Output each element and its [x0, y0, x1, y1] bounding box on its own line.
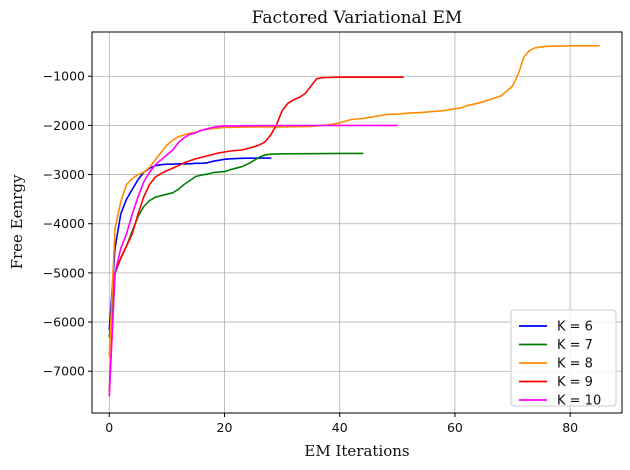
y-tick-label: −4000: [43, 216, 85, 231]
y-tick-label: −3000: [43, 167, 85, 182]
x-tick-label: 40: [332, 420, 348, 435]
legend-label: K = 7: [557, 338, 593, 353]
y-tick-label: −5000: [43, 265, 85, 280]
y-tick-label: −1000: [43, 69, 85, 84]
series-line-k10: [108, 124, 399, 397]
legend-label: K = 8: [557, 357, 593, 372]
series-line-k6: [108, 157, 272, 331]
x-tick-label: 20: [217, 420, 233, 435]
x-axis-label: EM Iterations: [304, 442, 409, 460]
y-axis-ticks: −7000 −6000 −5000 −4000 −3000 −2000 −1000: [43, 69, 92, 379]
series-line-k9: [108, 76, 404, 392]
x-tick-label: 0: [105, 420, 113, 435]
x-axis-ticks: 0 20 40 60 80: [105, 413, 578, 435]
plot-series: [108, 44, 600, 397]
series-line-k7: [108, 152, 364, 338]
legend-label: K = 6: [557, 320, 593, 335]
chart-title: Factored Variational EM: [252, 8, 463, 28]
y-tick-label: −6000: [43, 315, 85, 330]
legend: K = 6 K = 7 K = 8 K = 9 K = 10: [510, 309, 617, 409]
y-tick-label: −2000: [43, 118, 85, 133]
x-tick-label: 60: [447, 420, 463, 435]
y-tick-label: −7000: [43, 364, 85, 379]
x-tick-label: 80: [562, 420, 578, 435]
legend-items: K = 6 K = 7 K = 8 K = 9 K = 10: [519, 320, 601, 409]
legend-label: K = 10: [557, 394, 601, 409]
y-axis-label: Free Eenrgy: [8, 174, 26, 269]
grid: [92, 32, 622, 413]
legend-label: K = 9: [557, 375, 593, 390]
plot-frame: [91, 31, 623, 414]
series-line-k8: [108, 44, 600, 358]
